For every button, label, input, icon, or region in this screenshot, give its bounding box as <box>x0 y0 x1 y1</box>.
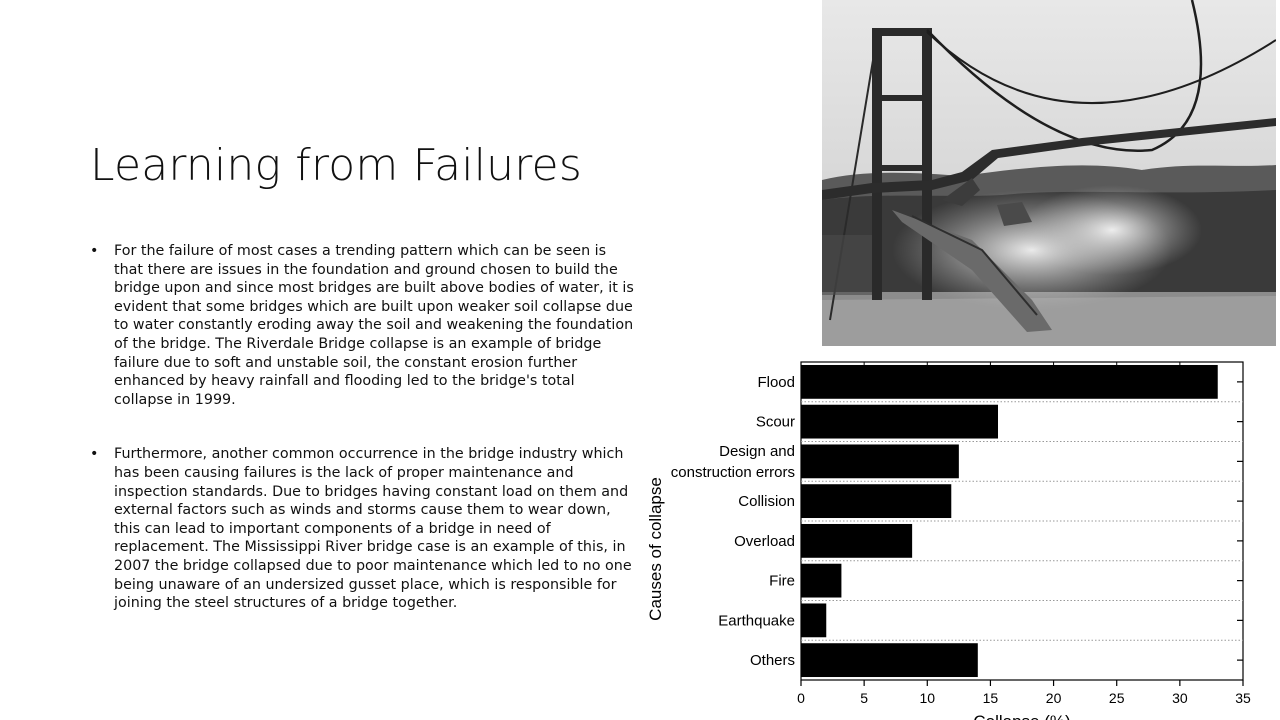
category-label: Overload <box>734 533 795 550</box>
bar-others <box>801 643 978 678</box>
x-tick-label: 0 <box>797 690 805 706</box>
bullet-list: For the failure of most cases a trending… <box>90 242 635 649</box>
category-label-line: Scour <box>756 414 795 431</box>
category-label: Earthquake <box>718 612 795 629</box>
bar-overload <box>801 523 913 558</box>
y-axis-label: Causes of collapse <box>646 477 665 621</box>
category-label: Scour <box>756 414 795 431</box>
bullet-item-foundation: For the failure of most cases a trending… <box>90 242 635 409</box>
category-label-line: Others <box>750 652 795 669</box>
category-label-line: Design and <box>719 443 795 460</box>
bridge-collapse-causes-chart: Flood Scour Design and construction errors C… <box>640 348 1280 720</box>
category-label-line: construction errors <box>671 464 795 481</box>
x-tick-label: 10 <box>919 690 935 706</box>
category-label: Fire <box>769 573 795 590</box>
grid-lines <box>801 401 1243 641</box>
x-tick-label: 35 <box>1235 690 1251 706</box>
slide-title: Learning from Failures <box>90 140 582 191</box>
bar-fire <box>801 563 842 598</box>
category-label: Others <box>750 652 795 669</box>
x-tick-label: 15 <box>983 690 999 706</box>
category-label-line: Fire <box>769 573 795 590</box>
x-axis-label: Collapse (%) <box>973 712 1070 720</box>
bar-flood <box>801 364 1218 399</box>
x-tick-label: 30 <box>1172 690 1188 706</box>
category-labels: Flood Scour Design and construction errors C… <box>671 374 795 669</box>
category-label: Design and construction errors <box>671 443 795 481</box>
x-tick-label: 20 <box>1046 690 1062 706</box>
category-label: Flood <box>757 374 795 391</box>
category-label-line: Earthquake <box>718 612 795 629</box>
chart-canvas: Flood Scour Design and construction errors C… <box>646 361 1251 720</box>
category-label-line: Overload <box>734 533 795 550</box>
category-label-line: Collision <box>738 493 795 510</box>
bar-collision <box>801 484 952 519</box>
bars <box>801 364 1243 678</box>
bar-design-and-construction-errors <box>801 444 959 479</box>
bridge-collapse-illustration <box>822 0 1276 346</box>
category-label-line: Flood <box>757 374 795 391</box>
x-axis-ticks: 0 5 10 15 20 25 30 35 <box>797 362 1251 706</box>
bullet-item-maintenance: Furthermore, another common occurrence i… <box>90 445 635 612</box>
bar-earthquake <box>801 603 827 638</box>
x-tick-label: 25 <box>1109 690 1125 706</box>
x-tick-label: 5 <box>860 690 868 706</box>
bar-scour <box>801 404 999 439</box>
category-label: Collision <box>738 493 795 510</box>
bridge-collapse-photo <box>822 0 1276 346</box>
